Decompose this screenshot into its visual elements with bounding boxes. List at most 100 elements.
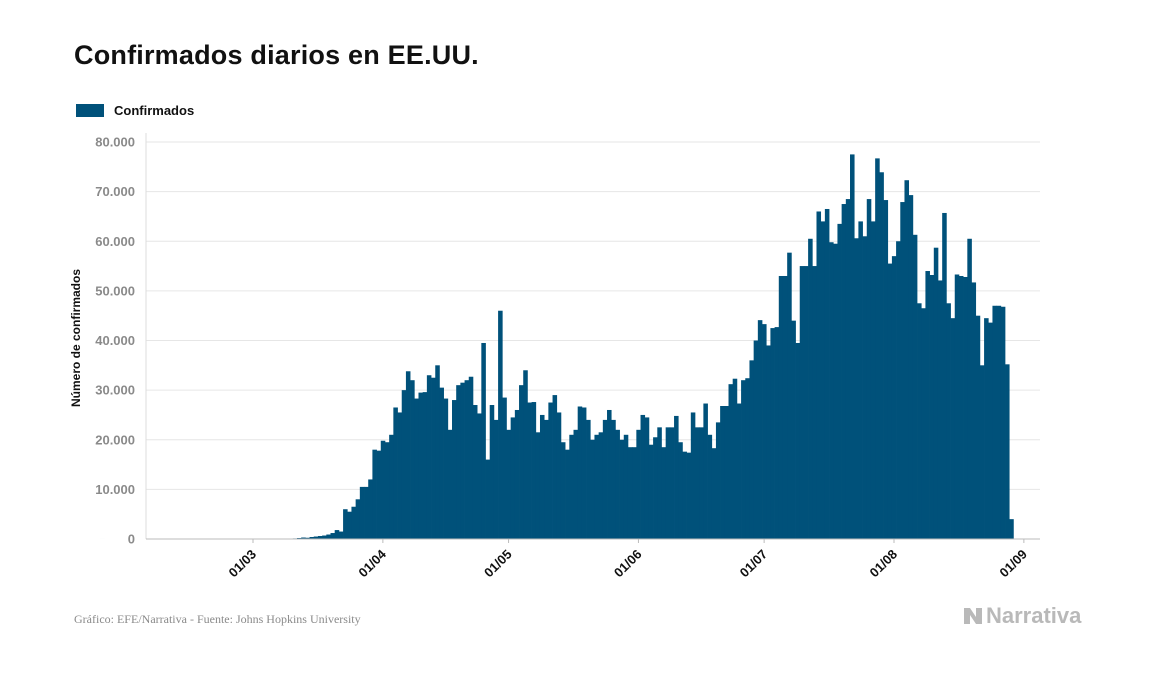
bar <box>393 407 398 539</box>
bar <box>661 447 667 539</box>
legend-swatch <box>76 104 104 117</box>
bar <box>866 199 872 539</box>
bar-series <box>100 154 1014 540</box>
bar <box>996 305 1002 539</box>
bar <box>607 409 612 539</box>
bar <box>795 342 801 539</box>
bar <box>535 432 541 539</box>
bar <box>686 452 692 539</box>
bar <box>958 275 964 539</box>
bar <box>431 377 436 539</box>
bar <box>854 238 859 539</box>
bar <box>648 444 654 539</box>
bar <box>426 375 432 539</box>
bar <box>1005 364 1010 539</box>
bar <box>489 405 495 539</box>
bar <box>766 345 771 539</box>
bar <box>724 406 729 539</box>
bar <box>762 324 767 539</box>
bar <box>627 447 633 539</box>
bar <box>548 402 553 539</box>
bar <box>498 310 503 539</box>
bar <box>569 434 574 539</box>
legend: Confirmados <box>76 103 194 118</box>
bar <box>519 385 524 539</box>
bar <box>418 392 424 539</box>
bar <box>560 442 566 539</box>
bar <box>967 238 972 539</box>
bar <box>921 308 926 539</box>
bar <box>414 398 419 539</box>
bar <box>410 380 415 539</box>
bar <box>908 195 914 539</box>
bar <box>850 154 855 539</box>
bar <box>565 449 570 539</box>
bar <box>472 405 478 539</box>
bar <box>317 536 323 539</box>
x-tick-label: 01/07 <box>737 547 771 581</box>
bar <box>611 419 616 539</box>
bar <box>741 380 746 539</box>
bar <box>774 327 780 539</box>
bar <box>531 402 537 539</box>
bar <box>456 385 461 539</box>
bar <box>590 439 595 539</box>
y-tick-label: 60.000 <box>95 234 135 249</box>
bar <box>829 242 834 540</box>
bar <box>1000 306 1006 539</box>
bar <box>841 204 847 539</box>
bar <box>954 274 960 539</box>
bar <box>870 221 876 539</box>
bar <box>778 275 784 539</box>
bar <box>937 280 943 539</box>
bar <box>401 390 407 540</box>
x-tick-label: 01/08 <box>867 547 901 581</box>
bar <box>493 419 499 539</box>
y-axis-ticks: 0 10.000 20.000 30.000 40.000 50.000 60.000 70.… <box>95 135 135 547</box>
chart-title: Confirmados diarios en EE.UU. <box>74 40 479 70</box>
bar <box>539 414 545 539</box>
bar <box>598 432 604 539</box>
bar <box>322 535 327 539</box>
bar <box>305 537 310 539</box>
bar <box>816 211 822 540</box>
bar <box>942 212 947 539</box>
bar <box>343 509 348 539</box>
bar <box>359 486 365 539</box>
bar <box>397 412 403 539</box>
bar <box>690 412 696 539</box>
y-tick-label: 30.000 <box>95 383 135 398</box>
y-tick-label: 10.000 <box>95 482 135 497</box>
bar <box>757 320 763 539</box>
bar <box>703 403 708 539</box>
bar <box>556 412 562 539</box>
bar <box>301 537 306 539</box>
bar <box>845 199 851 539</box>
bar <box>799 266 805 539</box>
bar <box>699 427 704 539</box>
bar <box>623 434 629 539</box>
bar <box>896 241 901 539</box>
bar <box>791 320 796 539</box>
bar <box>929 275 935 539</box>
bar <box>405 371 411 539</box>
bar <box>992 305 997 539</box>
bar <box>502 397 507 539</box>
bar <box>749 360 754 539</box>
bar <box>782 275 788 539</box>
bar <box>745 378 750 539</box>
bar <box>330 533 336 539</box>
bar <box>384 442 390 539</box>
bar <box>682 451 687 539</box>
bar <box>695 427 700 539</box>
bar <box>770 328 775 539</box>
bar <box>552 395 558 539</box>
bar <box>581 407 587 539</box>
bar <box>657 427 662 539</box>
bar <box>715 422 721 539</box>
bar <box>468 376 474 539</box>
bar <box>728 384 734 539</box>
bar <box>946 303 951 539</box>
y-axis-label: Número de confirmados <box>69 269 83 407</box>
bar <box>632 447 637 539</box>
